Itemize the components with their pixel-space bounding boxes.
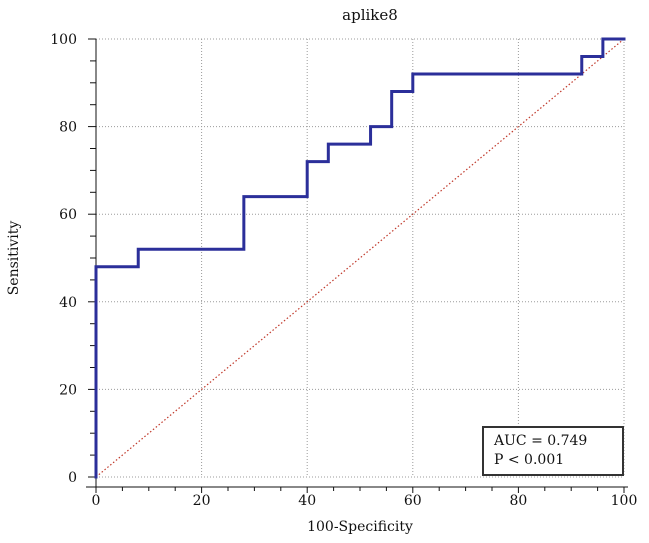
y-tick-label-5: 100: [50, 32, 77, 48]
x-tick-label-2: 40: [298, 493, 316, 509]
auc-legend: AUC = 0.749 P < 0.001: [482, 426, 624, 476]
grid-layer: [95, 38, 625, 478]
y-tick-label-4: 80: [59, 120, 77, 136]
x-tick-label-0: 0: [92, 493, 101, 509]
x-axis-label: 100-Specificity: [307, 519, 413, 535]
series-layer: [94, 37, 626, 479]
auc-text: AUC = 0.749: [493, 433, 587, 449]
x-tick-label-4: 80: [509, 493, 527, 509]
reference-diagonal-line: [95, 38, 625, 478]
p-value-text: P < 0.001: [494, 452, 564, 468]
tick-layer: 0 20 40 60 80 100 0 20 40 60 80 100: [50, 32, 637, 509]
y-axis-label: Sensitivity: [6, 221, 22, 296]
y-tick-label-1: 20: [59, 382, 77, 398]
y-tick-label-3: 60: [59, 207, 77, 223]
chart-title: aplike8: [342, 6, 398, 24]
x-tick-label-3: 60: [404, 493, 422, 509]
x-tick-label-5: 100: [611, 493, 638, 509]
y-tick-label-2: 40: [59, 295, 77, 311]
axes-layer: [86, 38, 628, 493]
roc-curve: [94, 37, 626, 479]
auc-legend-box: [482, 426, 624, 476]
y-tick-label-0: 0: [68, 470, 77, 486]
x-tick-label-1: 20: [193, 493, 211, 509]
